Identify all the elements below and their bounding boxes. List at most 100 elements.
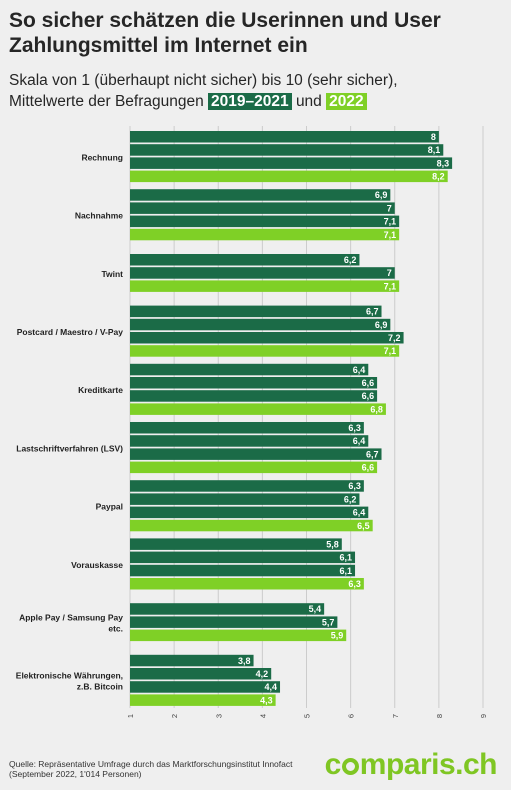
bar-label-4-3: 6,8 [370,404,383,414]
tick-label-8: 8 [435,714,444,718]
bar-label-8-1: 5,7 [322,617,335,627]
logo-text-pre: c [324,748,342,781]
bar-label-1-2: 7,1 [384,217,397,227]
tick-label-7: 7 [391,714,400,718]
bar-label-7-1: 6,1 [340,553,353,563]
category-label-3: Postcard / Maestro / V-Pay [17,327,124,337]
category-label-9-1: z.B. Bitcoin [77,682,123,692]
bar-8-2 [130,629,347,642]
category-label-2: Twint [101,269,123,279]
bar-1-3 [130,228,400,241]
bar-9-3 [130,694,276,706]
legend-2019-2021: 2019–2021 [208,93,292,110]
logo-o-ring [341,758,359,775]
bar-6-2 [130,506,369,519]
bar-0-3 [130,170,448,183]
bar-4-3 [130,403,386,415]
bar-label-6-0: 6,3 [348,481,361,491]
bar-3-1 [130,318,391,331]
bar-label-0-3: 8,2 [432,172,445,182]
source-line-1: Quelle: Repräsentative Umfrage durch das… [9,759,293,769]
subtitle-line-2-prefix: Mittelwerte der Befragungen [9,93,204,110]
bar-7-1 [130,551,356,564]
bar-label-8-2: 5,9 [331,631,344,641]
category-label-1: Nachnahme [75,211,123,221]
bar-9-0 [130,654,254,667]
tick-label-5: 5 [303,714,312,718]
bar-label-4-1: 6,6 [362,378,375,388]
bar-label-5-0: 6,3 [348,423,361,433]
bar-6-0 [130,480,364,492]
bar-label-9-3: 4,3 [260,695,273,705]
category-label-8-1: etc. [108,624,123,634]
bar-label-4-0: 6,4 [353,365,366,375]
bar-3-3 [130,345,400,357]
bar-label-3-2: 7,2 [388,333,401,343]
bar-label-6-3: 6,5 [357,521,370,531]
bar-label-2-2: 7,1 [384,281,397,291]
source-line-2: (September 2022, 1'014 Personen) [9,769,142,779]
bar-label-3-1: 6,9 [375,320,388,330]
bar-1-2 [130,215,400,228]
bar-label-2-1: 7 [387,268,392,278]
bar-label-3-3: 7,1 [384,346,397,356]
category-label-7: Vorauskasse [71,560,123,570]
bar-label-9-0: 3,8 [238,656,251,666]
bar-6-3 [130,519,373,532]
bar-8-1 [130,616,338,628]
tick-label-9: 9 [479,714,488,718]
bar-7-0 [130,538,342,550]
bar-label-0-1: 8,1 [428,145,441,155]
bar-4-2 [130,390,378,402]
bar-label-9-1: 4,2 [256,669,269,679]
category-label-4: Kreditkarte [78,385,123,395]
bar-label-4-2: 6,6 [362,391,375,401]
bar-0-2 [130,157,453,169]
bar-label-0-0: 8 [431,132,436,142]
bar-label-9-2: 4,4 [265,682,278,692]
category-label-5: Lastschriftverfahren (LSV) [16,443,123,453]
bar-0-1 [130,144,444,156]
bar-3-0 [130,305,382,318]
bar-5-3 [130,461,378,474]
bar-4-0 [130,363,369,376]
bar-label-6-1: 6,2 [344,494,357,504]
chart-title: So sicher schätzen die Userinnen und Use… [9,8,504,58]
bar-chart: 8 8,1 8,3 8,2 Rechnung 6,9 7 7,1 7,1 Nachnahme 6,2… [16,126,488,718]
bar-7-3 [130,578,364,590]
bar-2-0 [130,254,360,266]
bar-1-1 [130,202,395,214]
bar-2-2 [130,280,400,292]
bar-3-2 [130,332,404,344]
bar-9-1 [130,668,272,680]
chart-title-line-2: Zahlungsmittel im Internet ein [9,34,308,57]
bar-label-0-2: 8,3 [437,158,450,168]
bar-1-0 [130,189,391,201]
category-label-6: Paypal [96,502,123,512]
chart-subtitle: Skala von 1 (überhaupt nicht sicher) bis… [9,70,504,112]
legend-and: und [295,93,322,110]
source-note: Quelle: Repräsentative Umfrage durch das… [9,759,339,779]
bar-9-2 [130,681,281,693]
bar-5-1 [130,435,369,447]
subtitle-line-2: Mittelwerte der Befragungen 2019–2021 un… [9,91,504,112]
bar-7-2 [130,564,356,577]
bar-label-6-2: 6,4 [353,508,366,518]
bar-label-7-0: 5,8 [326,539,339,549]
tick-label-6: 6 [347,714,356,718]
bar-label-5-1: 6,4 [353,436,366,446]
tick-label-4: 4 [258,714,267,718]
chart-title-line-1: So sicher schätzen die Userinnen und Use… [9,9,441,32]
bar-label-7-3: 6,3 [348,579,361,589]
bar-label-1-1: 7 [387,203,392,213]
bar-label-8-0: 5,4 [309,604,322,614]
tick-label-2: 2 [170,714,179,718]
category-label-0: Rechnung [81,152,123,162]
bar-label-1-3: 7,1 [384,230,397,240]
bar-0-0 [130,131,439,143]
subtitle-line-1: Skala von 1 (überhaupt nicht sicher) bis… [9,72,398,89]
comparis-logo: c mparis.ch [324,748,498,782]
bar-4-1 [130,377,378,389]
bar-2-1 [130,267,395,279]
tick-label-1: 1 [126,714,135,718]
